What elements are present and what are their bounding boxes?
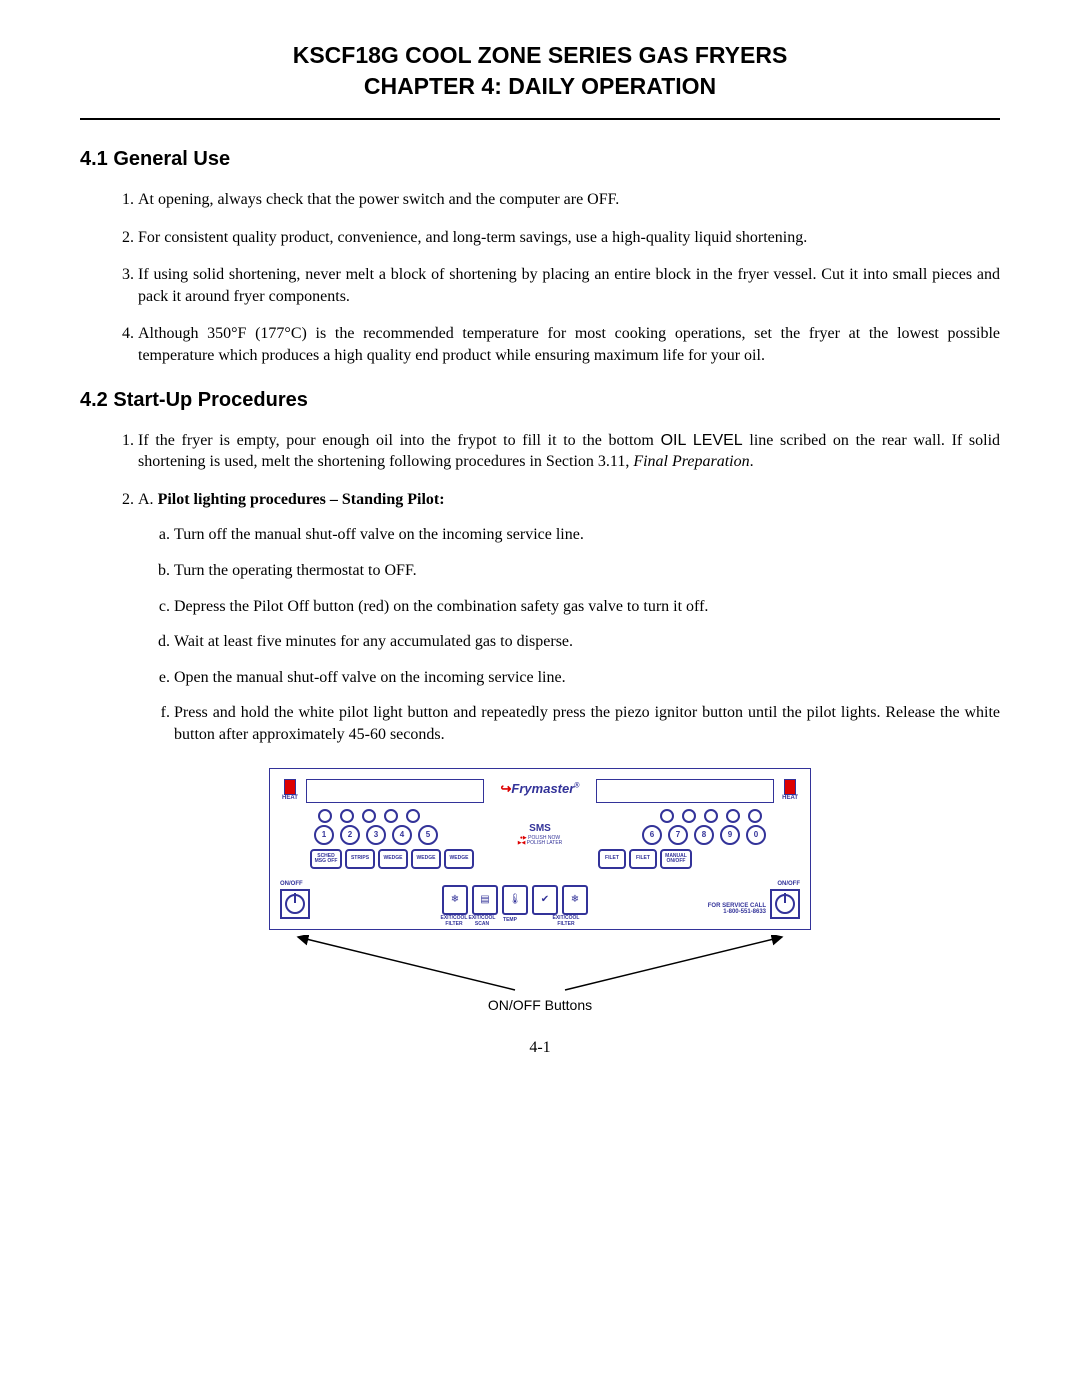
control-panel: HEAT HEAT ↪Frymaster® SMS ●▶ POLISH NOW … xyxy=(269,768,811,930)
temp-button[interactable]: 🌡 xyxy=(502,885,528,915)
led xyxy=(726,809,740,823)
wedge-button[interactable]: WEDGE xyxy=(378,849,408,869)
led xyxy=(340,809,354,823)
number-row-right: 6 7 8 9 0 xyxy=(642,825,766,845)
list-item: Turn off the manual shut-off valve on th… xyxy=(174,524,1000,546)
text: 1-800-551-8633 xyxy=(723,909,766,915)
onoff-label-left: ON/OFF xyxy=(280,881,303,887)
list-item: At opening, always check that the power … xyxy=(138,189,1000,211)
list-item: If the fryer is empty, pour enough oil i… xyxy=(138,430,1000,473)
list-item: For consistent quality product, convenie… xyxy=(138,227,1000,249)
led xyxy=(660,809,674,823)
onoff-button-left[interactable] xyxy=(280,889,310,919)
strips-button[interactable]: STRIPS xyxy=(345,849,375,869)
section-4-1-list: At opening, always check that the power … xyxy=(80,189,1000,367)
led xyxy=(748,809,762,823)
doc-title-line2: CHAPTER 4: DAILY OPERATION xyxy=(80,71,1000,102)
doc-title-line1: KSCF18G COOL ZONE SERIES GAS FRYERS xyxy=(80,40,1000,71)
num-button-6[interactable]: 6 xyxy=(642,825,662,845)
num-button-2[interactable]: 2 xyxy=(340,825,360,845)
num-button-1[interactable]: 1 xyxy=(314,825,334,845)
text: A. xyxy=(138,491,158,508)
list-item: Although 350°F (177°C) is the recommende… xyxy=(138,323,1000,366)
list-item: Depress the Pilot Off button (red) on th… xyxy=(174,596,1000,618)
num-button-0[interactable]: 0 xyxy=(746,825,766,845)
text: . xyxy=(750,453,754,470)
onoff-label-right: ON/OFF xyxy=(777,881,800,887)
caption: EXIT/COOL SCAN xyxy=(468,915,496,927)
power-icon xyxy=(775,894,795,914)
text: If the fryer is empty, pour enough oil i… xyxy=(138,432,661,449)
led-row-right xyxy=(660,809,762,823)
list-item: Turn the operating thermostat to OFF. xyxy=(174,560,1000,582)
filter-left-button[interactable]: ❄ xyxy=(442,885,468,915)
title-rule xyxy=(80,118,1000,120)
final-prep-text: Final Preparation xyxy=(633,453,749,470)
callout-arrows xyxy=(270,935,810,995)
rect-row-left: SCHED MSG OFF STRIPS WEDGE WEDGE WEDGE xyxy=(310,849,474,869)
list-item: If using solid shortening, never melt a … xyxy=(138,264,1000,307)
section-4-2-list: If the fryer is empty, pour enough oil i… xyxy=(80,430,1000,746)
led xyxy=(406,809,420,823)
num-button-7[interactable]: 7 xyxy=(668,825,688,845)
filter-right-button[interactable]: ❄ xyxy=(562,885,588,915)
section-4-1-heading: 4.1 General Use xyxy=(80,148,1000,171)
text: POLISH LATER xyxy=(527,840,562,846)
list-item: Open the manual shut-off valve on the in… xyxy=(174,667,1000,689)
num-button-3[interactable]: 3 xyxy=(366,825,386,845)
filet-button[interactable]: FILET xyxy=(598,849,626,869)
caption: EXIT/COOL FILTER xyxy=(552,915,580,927)
scan-button[interactable]: ▤ xyxy=(472,885,498,915)
pilot-heading: Pilot lighting procedures – Standing Pil… xyxy=(158,491,445,508)
led xyxy=(682,809,696,823)
wedge-button[interactable]: WEDGE xyxy=(444,849,474,869)
led xyxy=(384,809,398,823)
filet-button[interactable]: FILET xyxy=(629,849,657,869)
led xyxy=(318,809,332,823)
manual-onoff-button[interactable]: MANUAL ON/OFF xyxy=(660,849,692,869)
num-button-4[interactable]: 4 xyxy=(392,825,412,845)
wedge-button[interactable]: WEDGE xyxy=(411,849,441,869)
control-panel-figure: HEAT HEAT ↪Frymaster® SMS ●▶ POLISH NOW … xyxy=(80,768,1000,1013)
num-button-5[interactable]: 5 xyxy=(418,825,438,845)
list-item: Wait at least five minutes for any accum… xyxy=(174,631,1000,653)
caption: EXIT/COOL FILTER xyxy=(440,915,468,927)
mid-icon-row: ❄ ▤ 🌡 ✔ ❄ xyxy=(442,885,588,915)
onoff-button-right[interactable] xyxy=(770,889,800,919)
check-button[interactable]: ✔ xyxy=(532,885,558,915)
rect-row-right: FILET FILET MANUAL ON/OFF xyxy=(598,849,692,869)
callout-label: ON/OFF Buttons xyxy=(80,997,1000,1013)
caption: TEMP xyxy=(498,917,522,923)
brand-label: ↪Frymaster® xyxy=(270,781,810,797)
text: Frymaster xyxy=(511,781,574,796)
led-row-left xyxy=(318,809,420,823)
page-number: 4-1 xyxy=(80,1039,1000,1057)
section-4-2-heading: 4.2 Start-Up Procedures xyxy=(80,389,1000,412)
sched-button[interactable]: SCHED MSG OFF xyxy=(310,849,342,869)
num-button-8[interactable]: 8 xyxy=(694,825,714,845)
oil-level-text: OIL LEVEL xyxy=(661,432,743,449)
list-item: Press and hold the white pilot light but… xyxy=(174,702,1000,745)
list-item: A. Pilot lighting procedures – Standing … xyxy=(138,489,1000,746)
power-icon xyxy=(285,894,305,914)
led xyxy=(704,809,718,823)
service-call: FOR SERVICE CALL 1-800-551-8633 xyxy=(708,903,766,915)
number-row-left: 1 2 3 4 5 xyxy=(314,825,438,845)
num-button-9[interactable]: 9 xyxy=(720,825,740,845)
led xyxy=(362,809,376,823)
pilot-sublist: Turn off the manual shut-off valve on th… xyxy=(138,524,1000,745)
